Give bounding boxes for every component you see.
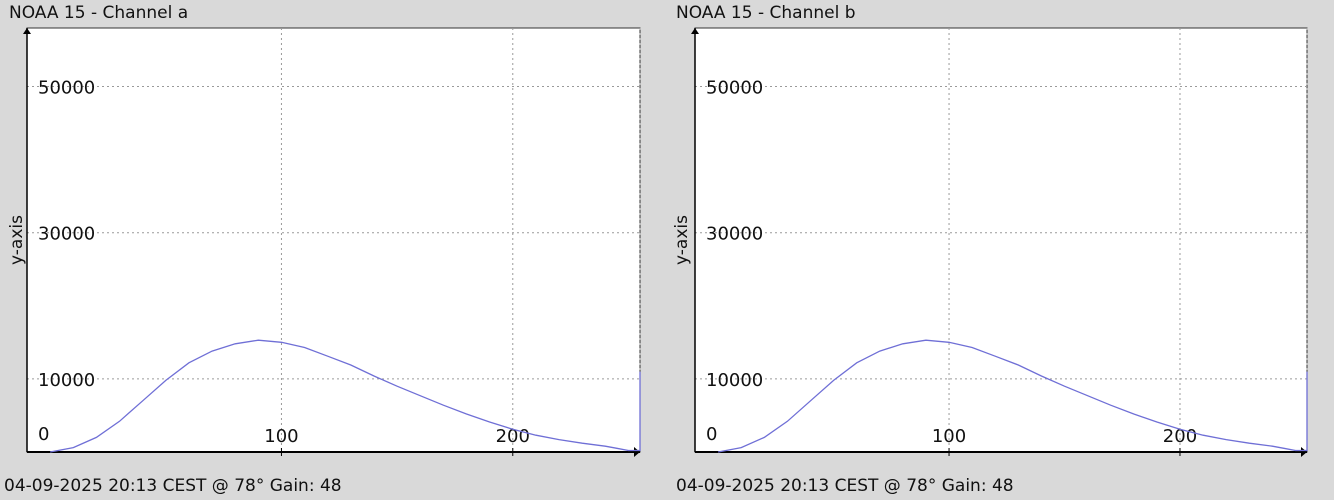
y-tick-label: 10000 xyxy=(706,370,763,391)
chart-footer: 04-09-2025 20:13 CEST @ 78° Gain: 48 xyxy=(4,476,342,496)
y-tick-label: 50000 xyxy=(706,77,763,98)
plot-area xyxy=(26,27,641,453)
x-axis-arrow xyxy=(1301,447,1307,457)
y-tick-label: 30000 xyxy=(706,224,763,245)
chart-panel-b: NOAA 15 - Channel b 0 10000 30000 50000 100 2… xyxy=(667,0,1334,500)
series-line xyxy=(717,339,1308,453)
y-tick-label: 10000 xyxy=(38,370,95,391)
chart-footer: 04-09-2025 20:13 CEST @ 78° Gain: 48 xyxy=(676,476,1014,496)
series-line xyxy=(49,339,641,453)
y-axis-arrow xyxy=(691,28,699,34)
y-tick-label: 50000 xyxy=(38,77,95,98)
y-axis-label: y-axis xyxy=(7,215,27,265)
y-axis-arrow xyxy=(23,28,31,34)
plot-area xyxy=(694,27,1308,453)
y-tick-label: 0 xyxy=(706,424,717,445)
y-tick-label: 30000 xyxy=(38,224,95,245)
chart-title: NOAA 15 - Channel b xyxy=(676,3,856,23)
chart-title: NOAA 15 - Channel a xyxy=(9,3,189,23)
x-axis-arrow xyxy=(634,447,640,457)
chart-panel-a: NOAA 15 - Channel a 0 10000 30000 50000 100 2… xyxy=(0,0,660,500)
y-tick-label: 0 xyxy=(38,424,49,445)
x-tick-label: 100 xyxy=(264,426,298,447)
x-tick-label: 100 xyxy=(932,426,966,447)
y-axis-label: y-axis xyxy=(672,215,692,265)
